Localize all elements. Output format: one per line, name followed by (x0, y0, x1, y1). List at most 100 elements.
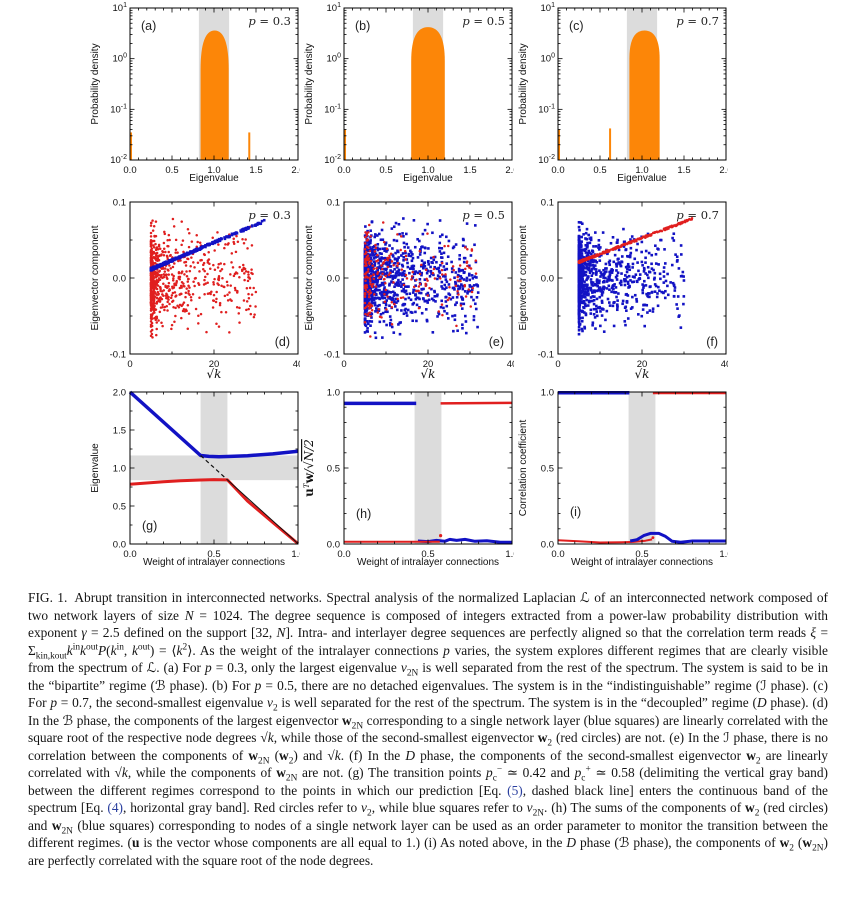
figure-1: 0.0 0.5 1.0 1.5 2.0 10-2 10-1 100 101 Eigenvalue P… (86, 2, 728, 580)
y-tick-label: 1.5 (113, 426, 126, 437)
y-axis-label: Probability density (90, 43, 101, 124)
y-axis-label: uTw/√N/2 (302, 439, 316, 497)
x-tick-label: 0.0 (123, 549, 136, 560)
x-tick-label: 0.5 (593, 165, 606, 176)
w2-red-circles-cloud (363, 221, 478, 338)
detached-eigenvalue-spike (248, 132, 251, 160)
outlier-point (439, 534, 443, 538)
panel-g-eigenvalue-transition: 0.0 0.5 1.0 0.0 0.5 1.0 1.5 2.0 Weight of intral… (86, 384, 300, 580)
prediction-dashed (200, 455, 228, 481)
eq-link[interactable]: (5) (507, 782, 523, 798)
x-tick-label: 0.0 (123, 165, 136, 176)
w2-red-circles-cloud (149, 217, 258, 339)
detached-eigenvalue-spike (130, 132, 133, 160)
y-tick-label: 0.0 (541, 274, 554, 285)
figure-caption-text: Abrupt transition in interconnected netw… (28, 590, 829, 868)
chart-g: 0.0 0.5 1.0 0.0 0.5 1.0 1.5 2.0 Weight of intral… (90, 388, 300, 569)
y-tick-label: 0.1 (327, 198, 340, 209)
x-tick-label: 1.0 (421, 165, 434, 176)
y-axis-label: Eigenvalue (90, 443, 101, 493)
p-value-label: p = 0.5 (462, 14, 505, 28)
w2N-blue-squares-cloud (577, 220, 686, 336)
x-axis-label: Eigenvalue (617, 173, 667, 184)
x-tick-label: 0 (555, 359, 560, 370)
y-tick-label: 0.0 (541, 540, 554, 551)
x-axis-label: Eigenvalue (189, 173, 239, 184)
x-tick-label: 0.5 (379, 165, 392, 176)
outlier-point (651, 536, 655, 540)
y-tick-label: 101 (327, 2, 342, 14)
panel-letter: (b) (355, 19, 370, 33)
y-tick-label: 0.1 (113, 198, 126, 209)
x-tick-label: 0.5 (165, 165, 178, 176)
x-tick-label: 40 (293, 359, 300, 370)
y-axis-label: Eigenvector component (90, 225, 101, 330)
y-tick-label: 10-2 (538, 154, 555, 166)
panel-e-eigenvector-scatter-p05: 0 20 40 -0.1 0.0 0.1 √k Eigenvector component p … (300, 194, 514, 390)
figure-caption: FIG. 1. Abrupt transition in interconnect… (28, 589, 828, 869)
blue-correlation-low-bump (629, 531, 726, 544)
x-tick-label: 0.5 (207, 549, 220, 560)
x-axis-label: Eigenvalue (403, 173, 453, 184)
y-tick-label: 10-2 (110, 154, 127, 166)
red-correlation-low (557, 538, 653, 544)
panel-letter: (c) (569, 19, 584, 33)
eq-link[interactable]: (4) (107, 800, 124, 815)
x-tick-label: 0 (341, 359, 346, 370)
y-tick-label: 101 (541, 2, 556, 14)
chart-h: 0.0 0.5 1.0 0.0 0.5 1.0 Weight of intralayer c… (302, 388, 514, 569)
y-tick-label: 0.5 (541, 464, 554, 475)
x-tick-label: 20 (209, 359, 220, 370)
y-axis-label: Eigenvector component (304, 225, 315, 330)
x-tick-label: 1.0 (719, 549, 728, 560)
panel-letter: (a) (141, 19, 156, 33)
chart-f: 0 20 40 -0.1 0.0 0.1 √k Eigenvector component p … (518, 198, 728, 382)
w2N-blue-squares-linear (149, 218, 266, 272)
x-tick-label: 0.5 (635, 549, 648, 560)
gray-band (628, 392, 656, 544)
y-tick-label: 101 (113, 2, 128, 14)
chart-a: 0.0 0.5 1.0 1.5 2.0 10-2 10-1 100 101 Eigenvalue P… (90, 2, 300, 184)
x-axis-label: √k (207, 367, 222, 381)
x-axis-label: Weight of intralayer connections (143, 557, 285, 568)
x-tick-label: 0.0 (337, 165, 350, 176)
panel-letter: (i) (570, 505, 581, 519)
y-tick-label: -0.1 (324, 350, 340, 361)
x-axis-label: Weight of intralayer connections (357, 557, 499, 568)
y-axis-label: Probability density (518, 43, 529, 124)
y-tick-label: 100 (327, 53, 342, 65)
y-tick-label: 0.5 (327, 464, 340, 475)
panel-letter: (d) (275, 335, 290, 349)
chart-e: 0 20 40 -0.1 0.0 0.1 √k Eigenvector component p … (304, 198, 514, 382)
y-tick-label: 10-1 (110, 103, 127, 115)
x-axis-label: √k (635, 367, 650, 381)
x-tick-label: 1.5 (249, 165, 262, 176)
figure-label: FIG. 1. (28, 590, 68, 605)
y-tick-label: 1.0 (113, 464, 126, 475)
x-tick-label: 40 (507, 359, 514, 370)
panel-letter: (f) (706, 335, 718, 349)
x-axis-label: √k (421, 367, 436, 381)
gray-band (414, 392, 442, 544)
panel-letter: (h) (356, 507, 371, 521)
x-tick-label: 2.0 (505, 165, 514, 176)
panel-i-correlation-coefficient: 0.0 0.5 1.0 0.0 0.5 1.0 Weight of intralayer c… (514, 384, 728, 580)
x-tick-label: 20 (637, 359, 648, 370)
y-tick-label: 1.0 (541, 388, 554, 399)
y-tick-label: 0.5 (113, 502, 126, 513)
x-tick-label: 1.0 (635, 165, 648, 176)
x-tick-label: 2.0 (719, 165, 728, 176)
w2-red-circles-linear (577, 217, 694, 265)
y-tick-label: 2.0 (113, 388, 126, 399)
gray-band (130, 455, 298, 481)
chart-d: 0 20 40 -0.1 0.0 0.1 √k Eigenvector component p … (90, 198, 300, 382)
x-tick-label: 2.0 (291, 165, 300, 176)
y-axis-label: Eigenvector component (518, 225, 529, 330)
spectrum-bulk (629, 30, 660, 161)
panel-letter: (g) (142, 519, 157, 533)
panel-f-eigenvector-scatter-p07: 0 20 40 -0.1 0.0 0.1 √k Eigenvector component p … (514, 194, 728, 390)
y-axis-label: Probability density (304, 43, 315, 124)
x-tick-label: 0.5 (421, 549, 434, 560)
x-tick-label: 1.5 (677, 165, 690, 176)
